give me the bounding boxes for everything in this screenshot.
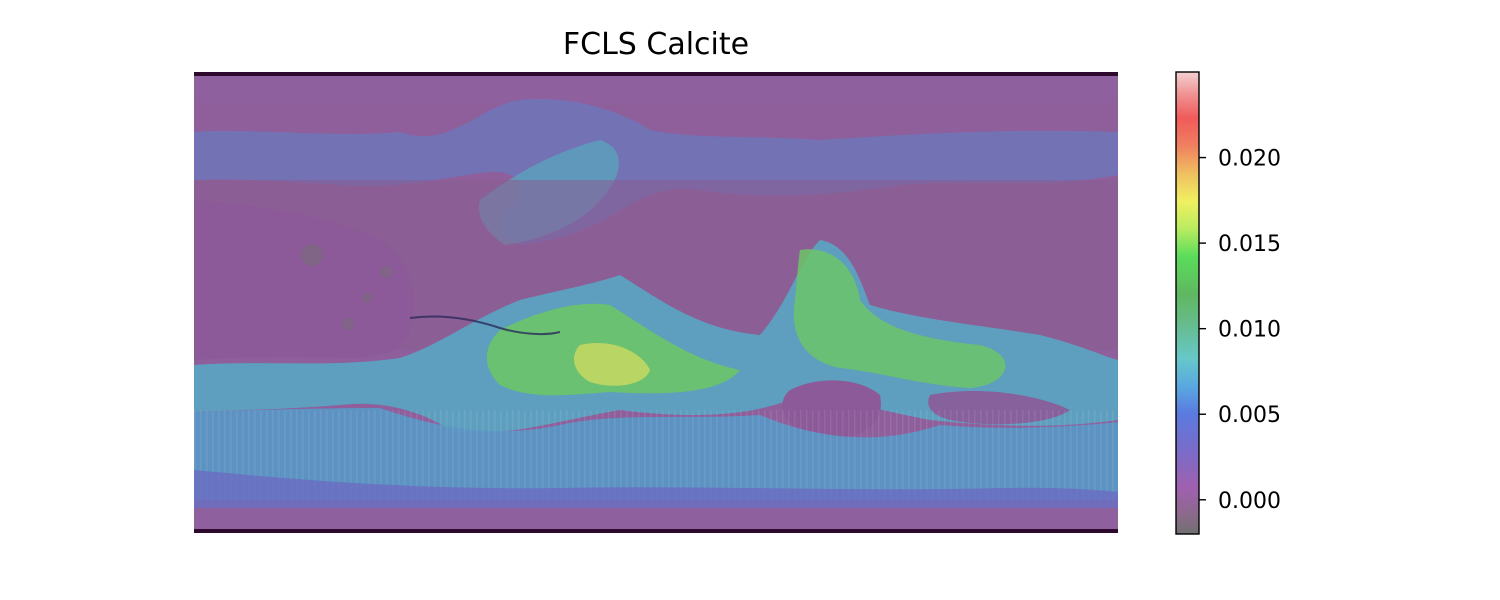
- band-green-core-east: [793, 249, 1006, 388]
- colorbar-frame: [1175, 71, 1200, 535]
- colorbar: 0.000 0.005 0.010 0.015 0.020: [1175, 71, 1281, 535]
- western-equatorial-highlands: [194, 200, 414, 360]
- map-top-border: [194, 72, 1118, 76]
- colorbar-ticks: 0.000 0.005 0.010 0.015 0.020: [1199, 147, 1281, 514]
- colorbar-tick-label: 0.000: [1218, 489, 1281, 514]
- map-bottom-border: [194, 529, 1118, 533]
- valles-marineris-feature: [409, 315, 561, 336]
- volcano-feature: [380, 266, 392, 278]
- volcano-feature: [301, 244, 323, 266]
- north-polar-band: [194, 76, 1118, 102]
- colorbar-tick-label: 0.010: [1218, 318, 1281, 343]
- colorbar-tick-label: 0.005: [1218, 403, 1281, 428]
- colorbar-gradient: [1176, 72, 1199, 534]
- south-lower-band: [194, 470, 1118, 512]
- colorbar-tick-label: 0.020: [1218, 147, 1281, 172]
- south-polar-band: [194, 508, 1118, 530]
- heatmap-plot-area: [194, 72, 1118, 533]
- volcano-feature: [362, 293, 372, 303]
- band-yellow-hotspot: [574, 342, 650, 386]
- volcano-feature: [342, 318, 354, 330]
- chart-title: FCLS Calcite: [563, 27, 749, 62]
- colorbar-tick-label: 0.015: [1218, 232, 1281, 257]
- northern-streaks-region: [194, 99, 1118, 245]
